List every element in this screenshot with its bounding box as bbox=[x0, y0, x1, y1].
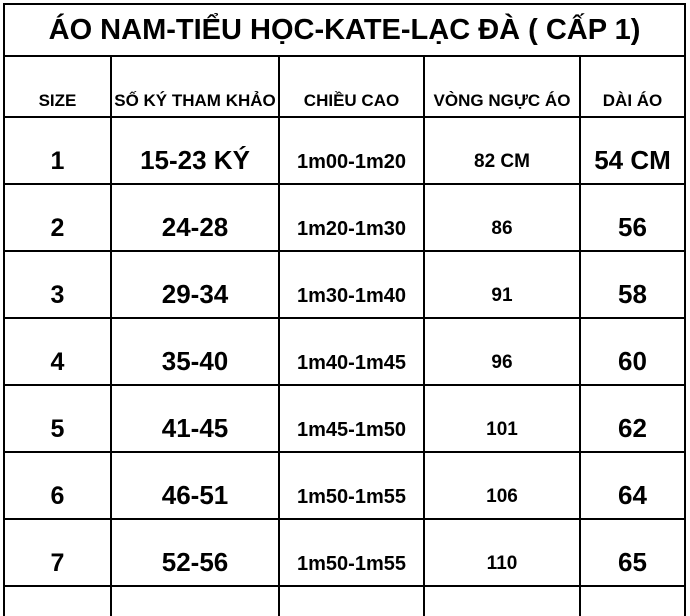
table-cell: 101 bbox=[423, 384, 581, 453]
table-row: 2 24-28 1m20-1m30 86 56 bbox=[3, 183, 687, 252]
table-cell: 115 bbox=[423, 585, 581, 616]
table-cell: 5 bbox=[3, 384, 112, 453]
table-row: 857-611m50-1m5511565 bbox=[3, 585, 687, 616]
table-cell: 1m50-1m55 bbox=[278, 451, 425, 520]
table-cell: 86 bbox=[423, 183, 581, 252]
table-cell: 29-34 bbox=[110, 250, 280, 319]
table-cell: 1m40-1m45 bbox=[278, 317, 425, 386]
table-row: 3 29-34 1m30-1m40 91 58 bbox=[3, 250, 687, 319]
table-title: ÁO NAM-TIỂU HỌC-KATE-LẠC ĐÀ ( CẤP 1) bbox=[2, 3, 687, 57]
table-cell: 96 bbox=[423, 317, 581, 386]
column-header: CHIỀU CAO bbox=[278, 55, 425, 118]
table-cell: 1m50-1m55 bbox=[278, 518, 425, 587]
column-header: DÀI ÁO bbox=[578, 55, 687, 118]
table-row: 5 41-45 1m45-1m50 101 62 bbox=[3, 384, 687, 453]
column-header: SIZE bbox=[3, 55, 112, 118]
table-cell: 8 bbox=[3, 585, 112, 616]
table-cell: 65 bbox=[578, 518, 687, 587]
table-row: 6 46-51 1m50-1m55 106 64 bbox=[3, 451, 687, 520]
size-chart-table: ÁO NAM-TIỂU HỌC-KATE-LẠC ĐÀ ( CẤP 1) SIZ… bbox=[2, 3, 687, 616]
table-cell: 24-28 bbox=[110, 183, 280, 252]
table-row: 7 52-56 1m50-1m55 110 65 bbox=[3, 518, 687, 587]
column-header: VÒNG NGỰC ÁO bbox=[423, 55, 581, 118]
table-cell: 65 bbox=[578, 585, 687, 616]
table-cell: 2 bbox=[3, 183, 112, 252]
header-row: SIZE SỐ KÝ THAM KHẢO CHIỀU CAO VÒNG NGỰC ÁO… bbox=[3, 55, 687, 118]
table-cell: 82 CM bbox=[423, 116, 581, 185]
title-row: ÁO NAM-TIỂU HỌC-KATE-LẠC ĐÀ ( CẤP 1) bbox=[2, 3, 687, 57]
table-cell: 1m20-1m30 bbox=[278, 183, 425, 252]
table-cell: 110 bbox=[423, 518, 581, 587]
table-cell: 64 bbox=[578, 451, 687, 520]
table-cell: 1m00-1m20 bbox=[278, 116, 425, 185]
table-cell: 1m30-1m40 bbox=[278, 250, 425, 319]
table-cell: 62 bbox=[578, 384, 687, 453]
table-row: 1 15-23 KÝ 1m00-1m20 82 CM 54 CM bbox=[3, 116, 687, 185]
table-cell: 6 bbox=[3, 451, 112, 520]
table-cell: 1m50-1m55 bbox=[278, 585, 425, 616]
table-cell: 1m45-1m50 bbox=[278, 384, 425, 453]
table-cell: 57-61 bbox=[110, 585, 280, 616]
table-cell: 15-23 KÝ bbox=[110, 116, 280, 185]
table-cell: 41-45 bbox=[110, 384, 280, 453]
table-cell: 56 bbox=[578, 183, 687, 252]
table-cell: 46-51 bbox=[110, 451, 280, 520]
table-cell: 60 bbox=[578, 317, 687, 386]
table-cell: 54 CM bbox=[578, 116, 687, 185]
table-cell: 91 bbox=[423, 250, 581, 319]
table-cell: 4 bbox=[3, 317, 112, 386]
table-cell: 106 bbox=[423, 451, 581, 520]
table-cell: 35-40 bbox=[110, 317, 280, 386]
table-cell: 1 bbox=[3, 116, 112, 185]
column-header: SỐ KÝ THAM KHẢO bbox=[110, 55, 280, 118]
table-cell: 7 bbox=[3, 518, 112, 587]
table-cell: 52-56 bbox=[110, 518, 280, 587]
table-row: 4 35-40 1m40-1m45 96 60 bbox=[3, 317, 687, 386]
table-cell: 58 bbox=[578, 250, 687, 319]
table-cell: 3 bbox=[3, 250, 112, 319]
